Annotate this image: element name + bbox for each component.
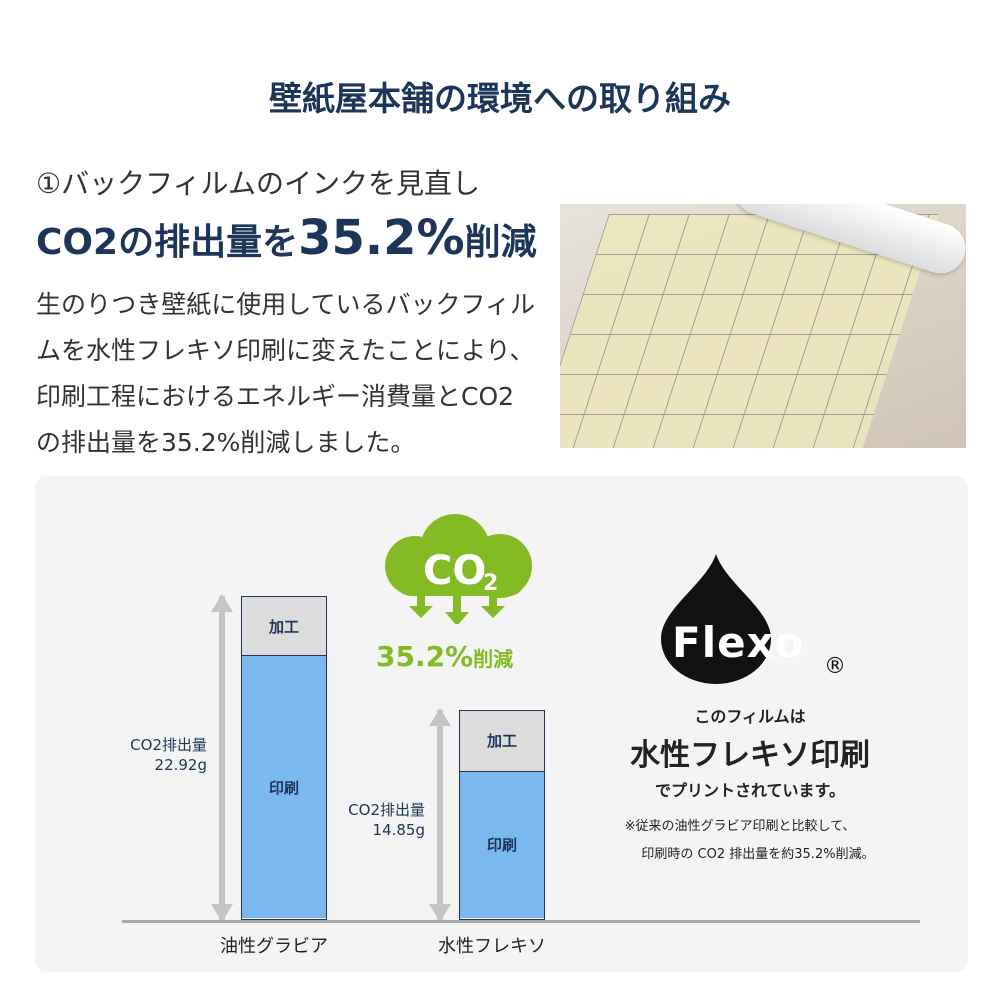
co2-value-label: CO2排出量 22.92g <box>130 735 207 775</box>
section-subtitle: ①バックフィルムのインクを見直し <box>36 167 480 200</box>
flexo-note2: 印刷時の CO2 排出量を約35.2%削減。 <box>641 847 875 862</box>
bar-segment-processing: 加工 <box>460 711 544 772</box>
label-prefix: CO2排出量 <box>130 736 207 755</box>
co2-cloud-icon: CO 2 <box>385 514 532 624</box>
bar-0: 加工 印刷 <box>241 596 327 920</box>
category-label: 油性グラビア <box>220 936 328 957</box>
flexo-line1: このフィルムは <box>694 707 806 726</box>
co2-value-label: CO2排出量 14.85g <box>348 800 425 840</box>
page-title: 壁紙屋本舗の環境への取り組み <box>269 79 731 118</box>
label-prefix: CO2排出量 <box>348 801 425 820</box>
bar-segment-processing: 加工 <box>242 597 326 657</box>
water-drop-icon <box>661 554 771 684</box>
label-value: 22.92g <box>154 756 207 775</box>
bar-segment-printing: 印刷 <box>460 771 544 918</box>
headline-pre: CO2の排出量を <box>36 222 299 263</box>
category-label: 水性フレキソ <box>438 936 546 957</box>
body-text: 生のりつき壁紙に使用しているバックフィルムを水性フレキソ印刷に変えたことにより、… <box>36 290 536 457</box>
co2-text: CO <box>423 548 486 594</box>
co2-subscript: 2 <box>483 571 498 596</box>
label-value: 14.85g <box>372 821 425 840</box>
section-headline: CO2の排出量を35.2%削減 <box>36 210 537 266</box>
flexo-line3: でプリントされています。 <box>655 781 845 800</box>
headline-percent: 35.2% <box>298 210 465 266</box>
reduction-suffix: 削減 <box>473 647 514 671</box>
bar-segment-printing: 印刷 <box>242 656 326 918</box>
reduction-percent: 35.2% <box>376 640 474 673</box>
chart-baseline <box>122 920 920 923</box>
flexo-line2: 水性フレキソ印刷 <box>630 738 870 773</box>
bar-1: 加工 印刷 <box>459 710 545 920</box>
registered-mark: ® <box>824 654 846 679</box>
reduction-badge: 35.2%削減 <box>376 640 513 673</box>
height-arrow-icon <box>211 594 233 922</box>
product-photo <box>560 204 966 448</box>
flexo-logo: Flexo <box>672 618 805 667</box>
headline-post: 削減 <box>464 222 537 263</box>
height-arrow-icon <box>429 708 451 922</box>
flexo-note1: ※従来の油性グラビア印刷と比較して、 <box>624 819 856 834</box>
